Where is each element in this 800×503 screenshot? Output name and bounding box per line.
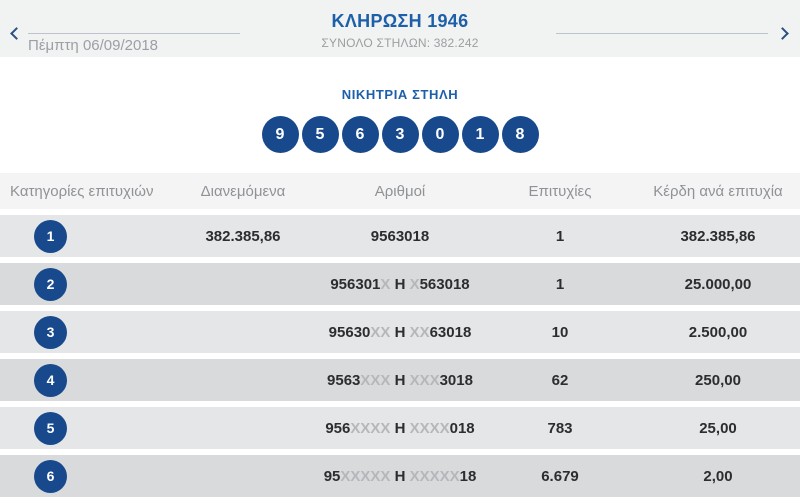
number-segment: XXX [360, 371, 391, 389]
table-row: 1 382.385,86 9563018 1 382.385,86 [0, 215, 800, 257]
category-cell: 3 [0, 315, 170, 349]
header-distributed: Διανεμόμενα [200, 182, 286, 200]
number-segment: X [380, 275, 391, 293]
number-segment: 95 [323, 467, 341, 485]
results-rows: 1 382.385,86 9563018 1 382.385,86 2 956301X Η … [0, 215, 800, 503]
hits-cell: 783 [547, 419, 573, 437]
table-row: 6 95XXXXX Η XXXXX18 6.679 2,00 [0, 455, 800, 497]
right-divider-line [556, 33, 768, 34]
number-segment: Η [390, 419, 410, 437]
winning-number-ball: 8 [501, 116, 539, 153]
table-row: 5 956XXXX Η XXXX018 783 25,00 [0, 407, 800, 449]
number-segment: 95630 [328, 323, 371, 341]
numbers-cell: 956301X Η X563018 [316, 276, 484, 293]
number-segment: 563018 [419, 275, 470, 293]
hits-cell: 1 [555, 227, 565, 245]
draw-nav-bar: Πέμπτη 06/09/2018 ΚΛΗΡΩΣΗ 1946 ΣΥΝΟΛΟ ΣΤ… [0, 0, 800, 57]
winning-number-ball: 5 [301, 116, 339, 153]
header-categories: Κατηγορίες επιτυχιών [10, 182, 154, 200]
table-row: 3 95630XX Η XX63018 10 2.500,00 [0, 311, 800, 353]
number-segment: XXXX [409, 419, 450, 437]
number-segment: 956301 [330, 275, 381, 293]
number-segment: XXXXX [340, 467, 391, 485]
winning-column-label: ΝΙΚΗΤΡΙΑ ΣΤΗΛΗ [341, 87, 459, 102]
prize-cell: 2.500,00 [688, 323, 748, 341]
category-ball: 4 [34, 363, 67, 397]
category-cell: 1 [0, 219, 170, 253]
draw-date: Πέμπτη 06/09/2018 [28, 37, 159, 54]
category-cell: 6 [0, 459, 170, 493]
winning-number-ball: 1 [461, 116, 499, 153]
header-numbers: Αριθμοί [374, 182, 426, 200]
hits-cell: 10 [551, 323, 569, 341]
hits-cell: 1 [555, 275, 565, 293]
header-prize: Κέρδη ανά επιτυχία [653, 182, 783, 200]
number-segment: Η [390, 467, 410, 485]
numbers-cell: 956XXXX Η XXXX018 [316, 420, 484, 437]
category-ball: 5 [34, 411, 67, 445]
left-divider-line [28, 33, 240, 34]
number-segment: 9563018 [370, 227, 430, 245]
number-segment: 18 [459, 467, 477, 485]
chevron-right-icon [776, 27, 789, 40]
prize-cell: 25.000,00 [684, 275, 752, 293]
table-row: 4 9563XXX Η XXX3018 62 250,00 [0, 359, 800, 401]
numbers-cell: 95XXXXX Η XXXXX18 [316, 468, 484, 485]
number-segment: 018 [449, 419, 475, 437]
prize-cell: 250,00 [695, 371, 741, 389]
number-segment: XXXX [350, 419, 391, 437]
number-segment: XX [370, 323, 391, 341]
hits-cell: 6.679 [541, 467, 579, 485]
total-columns-label: ΣΥΝΟΛΟ ΣΤΗΛΩΝ: 382.242 [321, 36, 479, 50]
header-hits: Επιτυχίες [528, 182, 592, 200]
number-segment: XXX [409, 371, 440, 389]
draw-title: ΚΛΗΡΩΣΗ 1946 [331, 11, 469, 31]
winning-number-ball: 0 [421, 116, 459, 153]
category-cell: 2 [0, 267, 170, 301]
distributed-cell: 382.385,86 [205, 227, 281, 245]
prize-cell: 2,00 [703, 467, 733, 485]
winning-number-ball: 3 [381, 116, 419, 153]
category-cell: 5 [0, 411, 170, 445]
number-segment: Η [390, 371, 410, 389]
number-segment: 9563 [327, 371, 361, 389]
number-segment: XXXXX [409, 467, 460, 485]
results-table-header: Κατηγορίες επιτυχιών Διανεμόμενα Αριθμοί… [0, 173, 800, 209]
category-ball: 6 [34, 459, 67, 493]
numbers-cell: 9563018 [316, 228, 484, 245]
number-segment: Η [390, 323, 410, 341]
next-draw-button[interactable] [772, 24, 794, 46]
number-segment: 63018 [429, 323, 472, 341]
number-segment: Η [390, 275, 410, 293]
winning-number-ball: 9 [261, 116, 299, 153]
hits-cell: 62 [551, 371, 569, 389]
table-row: 2 956301X Η X563018 1 25.000,00 [0, 263, 800, 305]
category-ball: 3 [34, 315, 67, 349]
category-cell: 4 [0, 363, 170, 397]
number-segment: XX [409, 323, 430, 341]
prize-cell: 382.385,86 [680, 227, 756, 245]
prize-cell: 25,00 [699, 419, 737, 437]
category-ball: 1 [34, 219, 67, 253]
winning-number-ball: 6 [341, 116, 379, 153]
number-segment: 956 [325, 419, 351, 437]
numbers-cell: 95630XX Η XX63018 [316, 324, 484, 341]
category-ball: 2 [34, 267, 67, 301]
number-segment: X [409, 275, 420, 293]
number-segment: 3018 [439, 371, 473, 389]
numbers-cell: 9563XXX Η XXX3018 [316, 372, 484, 389]
